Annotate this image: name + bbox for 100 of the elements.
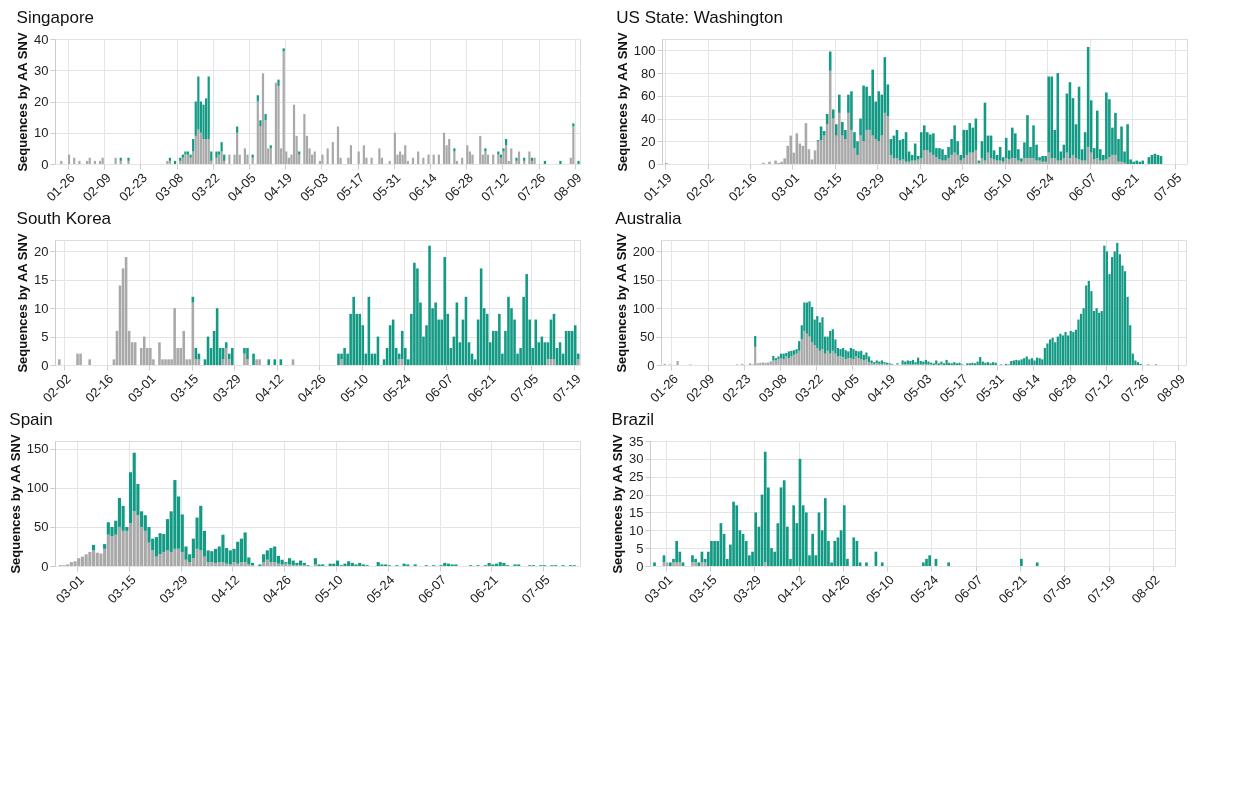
bar — [502, 562, 506, 566]
y-tick-label: 25 — [629, 469, 644, 485]
y-axis-title: Sequences by AA SNV — [7, 434, 23, 574]
bar — [713, 541, 716, 566]
bar — [349, 145, 353, 164]
bar — [343, 563, 347, 566]
bar — [340, 359, 343, 365]
bar — [768, 161, 771, 164]
y-tick-label: 0 — [41, 558, 49, 574]
bar — [821, 317, 824, 350]
bar — [1067, 335, 1070, 365]
bar — [1087, 280, 1090, 365]
y-axis-title: Sequences by AA SNV — [610, 434, 626, 574]
bar — [188, 562, 192, 566]
bar — [962, 158, 966, 164]
bar — [404, 145, 407, 164]
bar — [839, 356, 842, 365]
bar — [79, 353, 82, 365]
y-tick-label: 10 — [34, 125, 49, 141]
bar — [944, 160, 947, 164]
bar — [498, 562, 502, 566]
bar — [217, 562, 221, 566]
bar — [1105, 92, 1108, 160]
bar — [1061, 335, 1065, 365]
bar — [1028, 359, 1031, 365]
bar — [841, 121, 844, 136]
bar — [865, 562, 868, 566]
bar — [442, 132, 446, 164]
bar — [231, 347, 234, 365]
bar — [1095, 308, 1098, 365]
bar — [559, 160, 562, 164]
bar — [303, 114, 306, 164]
bar — [88, 359, 91, 365]
bar — [1010, 127, 1014, 159]
bar — [326, 148, 329, 164]
bar — [213, 562, 218, 566]
bar — [1095, 158, 1099, 164]
chart-title: Brazil — [611, 410, 655, 430]
bar — [428, 245, 431, 365]
chart-title: US State: Washington — [616, 8, 783, 28]
bar — [243, 562, 247, 566]
bar — [572, 123, 575, 127]
bar — [1072, 332, 1075, 365]
bar — [378, 148, 381, 164]
bar — [534, 319, 538, 365]
bar — [1120, 126, 1123, 162]
bar — [58, 359, 61, 365]
bar — [852, 537, 856, 566]
bar — [925, 558, 928, 566]
bar — [1035, 562, 1039, 566]
bar — [498, 313, 501, 365]
bar — [258, 359, 261, 365]
bar — [228, 550, 232, 565]
bar — [103, 544, 107, 549]
bar — [121, 530, 125, 566]
bar — [393, 132, 396, 164]
bar — [114, 157, 117, 164]
y-tick-label: 0 — [647, 357, 655, 373]
bar — [246, 347, 249, 360]
bar — [572, 126, 575, 164]
bar — [210, 551, 214, 563]
y-tick-label: 20 — [34, 243, 49, 259]
bar — [874, 139, 878, 164]
bar — [1050, 76, 1054, 159]
y-tick-label: 20 — [641, 133, 656, 149]
bar — [434, 302, 437, 365]
bar — [792, 350, 796, 355]
bar — [265, 550, 269, 560]
bar — [1056, 336, 1059, 365]
bar — [754, 336, 757, 347]
bar — [173, 548, 177, 566]
y-tick-label: 40 — [34, 31, 49, 47]
bar — [868, 129, 871, 164]
bar — [261, 73, 265, 164]
y-axis-title: Sequences by AA SNV — [15, 32, 31, 172]
bar — [573, 325, 577, 365]
bar — [821, 349, 824, 365]
bar — [136, 515, 140, 566]
bar — [675, 562, 678, 566]
bar — [938, 148, 941, 160]
y-tick-label: 15 — [629, 504, 644, 520]
bar — [763, 562, 767, 566]
bar — [491, 330, 495, 365]
bar — [1032, 158, 1035, 164]
bar — [675, 541, 678, 563]
bar — [1043, 347, 1046, 365]
bar — [132, 511, 136, 566]
bar — [865, 129, 868, 164]
bar — [262, 562, 266, 566]
bar — [792, 354, 796, 365]
bar — [1048, 339, 1052, 365]
bar — [443, 257, 447, 365]
bar — [932, 133, 935, 155]
bar — [210, 562, 214, 566]
bar — [287, 558, 292, 565]
bar — [106, 534, 110, 566]
bar — [173, 308, 176, 365]
bar — [1126, 124, 1129, 164]
bar — [76, 353, 79, 365]
bar — [813, 345, 816, 365]
